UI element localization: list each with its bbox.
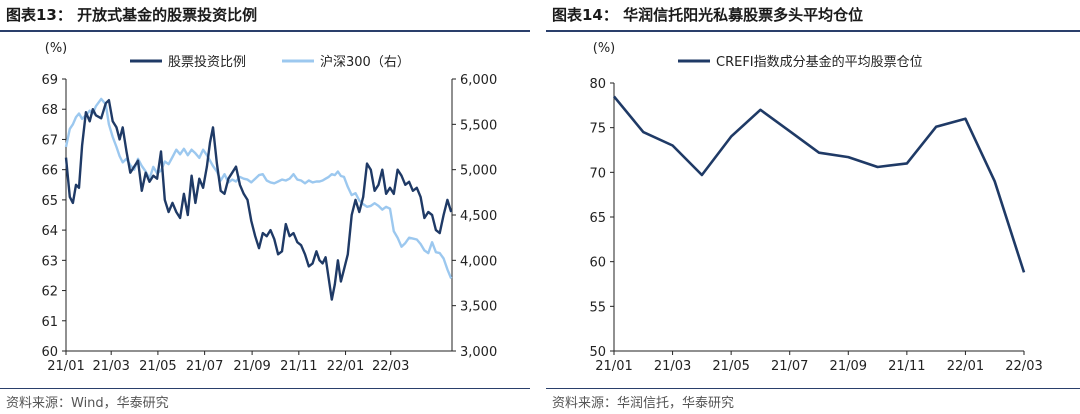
left-source-rule [0, 388, 530, 389]
right-chart-y-tick-label: 70 [589, 166, 606, 181]
left-y-tick-label: 68 [41, 103, 58, 118]
left-chart-panel: 图表13： 开放式基金的股票投资比例 (%) 60 61 62 63 64 65 66 67 68… [0, 0, 530, 414]
right-chart-x-tick-label: 21/09 [830, 359, 867, 374]
left-y-tick-label: 60 [41, 345, 58, 360]
right-chart-x-tick-label: 21/11 [888, 359, 925, 374]
right-chart-x-tick-label: 22/03 [1005, 359, 1042, 374]
right-y-tick-label: 3,500 [460, 300, 497, 315]
right-y-tick-label: 5,000 [460, 164, 497, 179]
right-chart-x-tick-label: 21/01 [595, 359, 632, 374]
x-tick-label: 22/01 [327, 359, 364, 374]
left-y-tick-label: 64 [41, 224, 58, 239]
right-chart-y-tick-label: 60 [589, 256, 606, 271]
x-tick-label: 21/11 [280, 359, 317, 374]
right-y-tick-label: 6,000 [460, 73, 497, 88]
left-y-tick-label: 65 [41, 194, 58, 209]
left-y-tick-label: 66 [41, 164, 58, 179]
legend-label-crefi: CREFI指数成分基金的平均股票仓位 [716, 54, 923, 70]
right-chart-x-tick-label: 22/01 [947, 359, 984, 374]
x-tick-label: 22/03 [372, 359, 409, 374]
right-title-rule [546, 30, 1080, 32]
left-y-tick-label: 63 [41, 254, 58, 269]
series-line-crefi-position [612, 95, 1026, 273]
legend-label-stock-ratio: 股票投资比例 [168, 54, 246, 70]
left-title-rule [0, 30, 530, 32]
right-chart-y-tick-label: 55 [589, 300, 606, 315]
x-tick-label: 21/03 [92, 359, 129, 374]
x-tick-label: 21/09 [233, 359, 270, 374]
right-chart-x-tick-label: 21/07 [771, 359, 808, 374]
right-y-tick-label: 5,500 [460, 118, 497, 133]
left-line-chart: (%) 60 61 62 63 64 65 66 67 68 69 3,000 3,500 4,000 4,… [41, 41, 497, 374]
x-tick-label: 21/01 [47, 359, 84, 374]
x-tick-label: 21/05 [139, 359, 176, 374]
left-y-tick-label: 61 [41, 315, 58, 330]
right-y-tick-label: 4,500 [460, 209, 497, 224]
right-chart-title: 图表14： 华润信托阳光私募股票多头平均仓位 [552, 6, 864, 24]
right-y-tick-label: 3,000 [460, 345, 497, 360]
right-chart-unit-label: (%) [593, 41, 616, 56]
right-chart-x-tick-label: 21/05 [712, 359, 749, 374]
legend-label-csi300: 沪深300（右） [320, 54, 410, 70]
right-chart-panel: 图表14： 华润信托阳光私募股票多头平均仓位 (%) 50 55 60 65 70 75 80… [546, 0, 1080, 414]
series-line-stock-ratio [64, 98, 453, 301]
right-line-chart: (%) 50 55 60 65 70 75 80 21/01 21/03 21/05 21/07 21/… [589, 41, 1042, 374]
right-chart-y-tick-label: 75 [589, 122, 606, 137]
left-y-tick-label: 67 [41, 133, 58, 148]
right-chart-y-tick-label: 80 [589, 77, 606, 92]
right-chart-source: 资料来源：华润信托，华泰研究 [552, 396, 735, 411]
x-tick-label: 21/07 [186, 359, 223, 374]
left-chart-title: 图表13： 开放式基金的股票投资比例 [6, 6, 258, 24]
right-source-rule [546, 388, 1080, 389]
left-chart-source: 资料来源：Wind，华泰研究 [6, 396, 169, 411]
left-unit-label: (%) [45, 41, 68, 56]
right-y-tick-label: 4,000 [460, 254, 497, 269]
right-chart-x-tick-label: 21/03 [654, 359, 691, 374]
right-chart-y-tick-label: 65 [589, 211, 606, 226]
right-chart-y-tick-label: 50 [589, 345, 606, 360]
left-y-tick-label: 69 [41, 73, 58, 88]
left-y-tick-label: 62 [41, 285, 58, 300]
